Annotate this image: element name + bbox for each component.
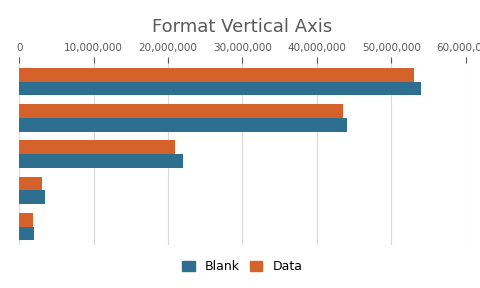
Bar <box>19 140 176 154</box>
Legend: Blank, Data: Blank, Data <box>178 255 307 278</box>
Bar <box>19 190 45 204</box>
Title: Format Vertical Axis: Format Vertical Axis <box>152 18 333 36</box>
Bar <box>19 227 34 240</box>
Bar <box>19 177 41 190</box>
Bar <box>19 68 413 82</box>
Bar <box>19 213 33 227</box>
Bar <box>19 104 343 118</box>
Bar <box>19 82 421 95</box>
Bar <box>19 154 183 168</box>
Bar <box>19 118 347 132</box>
